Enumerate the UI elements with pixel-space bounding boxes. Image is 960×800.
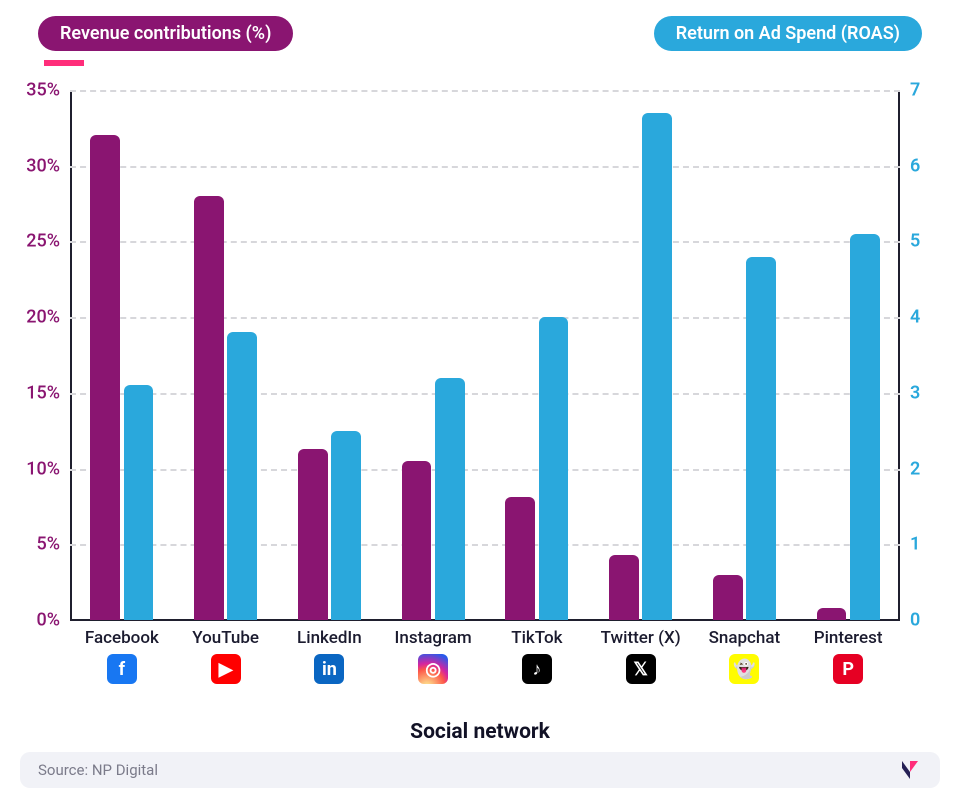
ytick-right: 0	[900, 610, 920, 631]
bar-roas	[850, 234, 880, 620]
bar-revenue	[505, 497, 535, 620]
ytick-left: 35%	[26, 80, 70, 101]
bar-roas	[435, 378, 465, 620]
ytick-left: 25%	[26, 231, 70, 252]
bar-roas	[746, 257, 776, 620]
category-label: Snapchat	[709, 628, 781, 648]
footer: Source: NP Digital	[20, 752, 940, 788]
platform-icon: 𝕏	[626, 654, 656, 684]
platform-icon: 👻	[729, 654, 759, 684]
source-text: Source: NP Digital	[38, 761, 158, 779]
bar-roas	[227, 332, 257, 620]
gridline	[70, 90, 900, 92]
platform-icon: in	[314, 654, 344, 684]
platform-icon: f	[107, 654, 137, 684]
ytick-right: 6	[900, 155, 920, 176]
bar-revenue	[90, 135, 120, 620]
legend: Revenue contributions (%) Return on Ad S…	[0, 16, 960, 64]
bar-roas	[642, 113, 672, 620]
ytick-right: 3	[900, 382, 920, 403]
ytick-left: 0%	[37, 610, 70, 631]
category-label: Instagram	[395, 628, 472, 648]
bar-revenue	[713, 575, 743, 620]
category-label: TikTok	[511, 628, 562, 648]
ytick-right: 7	[900, 80, 920, 101]
legend-accent-bar	[44, 60, 84, 66]
legend-pill-revenue: Revenue contributions (%)	[38, 16, 293, 51]
chart-plot-area: 0%5%10%15%20%25%30%35%01234567FacebookfY…	[70, 90, 900, 620]
ytick-left: 15%	[26, 382, 70, 403]
platform-icon: P	[833, 654, 863, 684]
ytick-left: 20%	[26, 307, 70, 328]
y-axis-left	[70, 90, 72, 620]
chart-container: Revenue contributions (%) Return on Ad S…	[0, 0, 960, 800]
category-label: Twitter (X)	[601, 628, 681, 648]
category-label: Pinterest	[814, 628, 883, 648]
ytick-right: 5	[900, 231, 920, 252]
bar-revenue	[298, 449, 328, 620]
x-axis-label: Social network	[0, 720, 960, 744]
bar-revenue	[817, 608, 847, 620]
ytick-right: 1	[900, 534, 920, 555]
ytick-left: 5%	[37, 534, 70, 555]
ytick-left: 30%	[26, 155, 70, 176]
bar-roas	[331, 431, 361, 620]
platform-icon: ♪	[522, 654, 552, 684]
ytick-right: 2	[900, 458, 920, 479]
platform-icon: ▶	[211, 654, 241, 684]
platform-icon: ◎	[418, 654, 448, 684]
category-label: Facebook	[85, 628, 159, 648]
category-label: LinkedIn	[297, 628, 362, 648]
brand-logo-icon	[898, 758, 922, 782]
legend-pill-roas: Return on Ad Spend (ROAS)	[654, 16, 922, 51]
ytick-left: 10%	[26, 458, 70, 479]
bar-roas	[539, 317, 569, 620]
bar-revenue	[402, 461, 432, 620]
bar-roas	[124, 385, 154, 620]
category-label: YouTube	[192, 628, 259, 648]
bar-revenue	[609, 555, 639, 620]
bar-revenue	[194, 196, 224, 620]
gridline	[70, 166, 900, 168]
ytick-right: 4	[900, 307, 920, 328]
